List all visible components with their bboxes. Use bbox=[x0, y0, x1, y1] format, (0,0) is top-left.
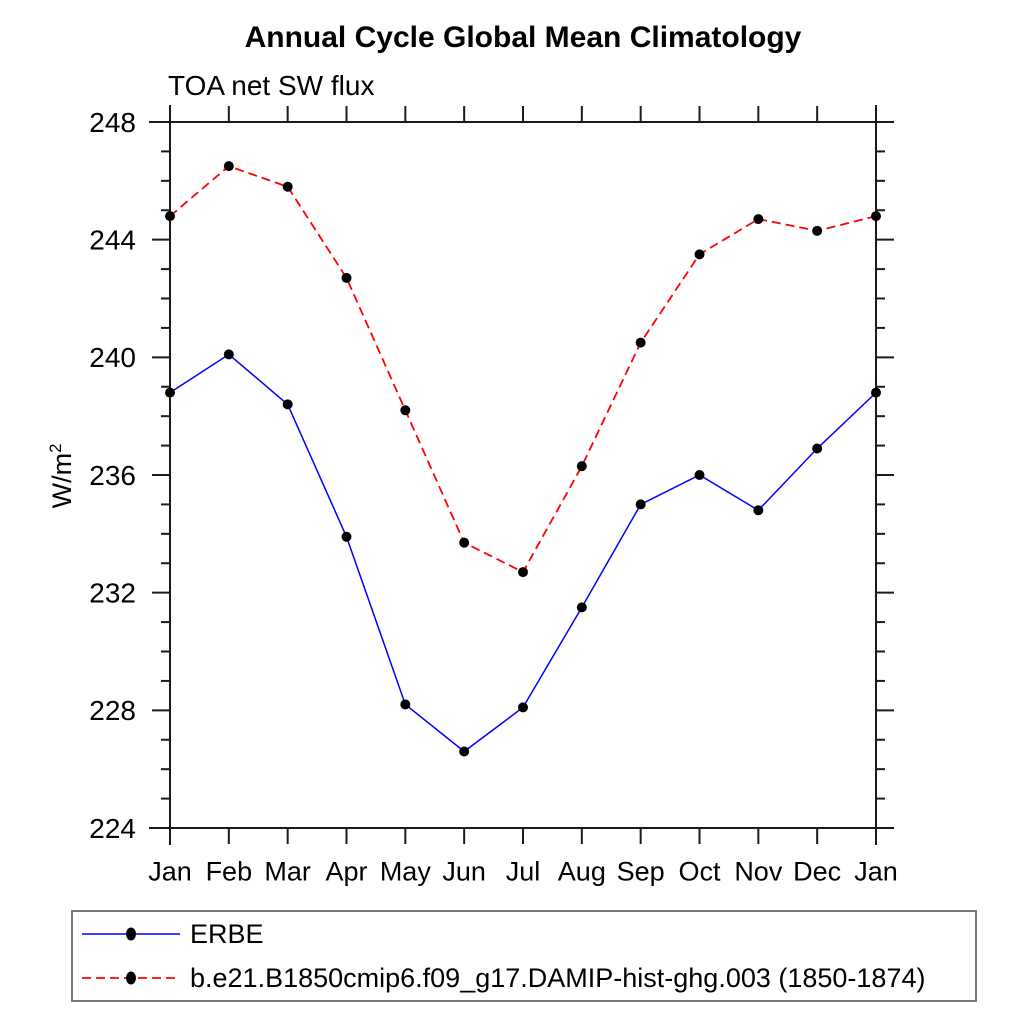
x-tick-label-2: Mar bbox=[264, 856, 311, 886]
model-marker-7 bbox=[576, 461, 587, 472]
y-tick-label-236: 236 bbox=[89, 460, 136, 491]
legend-box: ERBE b.e21.B1850cmip6.f09_g17.DAMIP-hist… bbox=[71, 910, 977, 1002]
y-tick-label-232: 232 bbox=[89, 577, 136, 608]
model-marker-11 bbox=[812, 225, 823, 236]
erbe-marker-10 bbox=[753, 505, 764, 516]
y-tick-label-228: 228 bbox=[89, 695, 136, 726]
erbe-series-line bbox=[169, 353, 877, 753]
model-marker-12 bbox=[871, 211, 881, 222]
y-tick-label-240: 240 bbox=[89, 342, 136, 373]
legend-entry-erbe: ERBE bbox=[73, 912, 975, 956]
model-marker-2 bbox=[282, 181, 293, 192]
y-tick-label-244: 244 bbox=[89, 224, 136, 255]
x-tick-label-4: May bbox=[380, 856, 432, 886]
erbe-marker-2 bbox=[282, 399, 293, 410]
legend-sample-erbe-line bbox=[82, 927, 180, 941]
x-tick-label-0: Jan bbox=[148, 856, 192, 886]
model-marker-1 bbox=[223, 161, 234, 172]
x-tick-label-7: Aug bbox=[558, 856, 606, 886]
erbe-marker-11 bbox=[812, 443, 823, 454]
x-tick-label-10: Nov bbox=[734, 856, 783, 886]
erbe-marker-5 bbox=[459, 746, 470, 757]
model-marker-6 bbox=[518, 567, 528, 578]
model-marker-9 bbox=[694, 249, 705, 260]
legend-label-erbe: ERBE bbox=[190, 918, 264, 949]
x-tick-label-6: Jul bbox=[506, 856, 541, 886]
model-marker-5 bbox=[459, 537, 470, 548]
model-marker-3 bbox=[341, 272, 352, 283]
model-marker-0 bbox=[165, 211, 175, 222]
erbe-marker-8 bbox=[635, 499, 646, 510]
x-tick-label-3: Apr bbox=[325, 856, 367, 886]
legend-label-model: b.e21.B1850cmip6.f09_g17.DAMIP-hist-ghg.… bbox=[190, 962, 926, 993]
x-tick-label-1: Feb bbox=[206, 856, 253, 886]
model-series-line bbox=[169, 165, 877, 574]
erbe-marker-7 bbox=[576, 602, 587, 613]
x-tick-label-5: Jun bbox=[442, 856, 486, 886]
erbe-marker-6 bbox=[518, 702, 528, 713]
x-tick-label-11: Dec bbox=[793, 856, 841, 886]
legend-sample-model-line bbox=[82, 971, 180, 985]
erbe-marker-9 bbox=[694, 470, 705, 480]
x-tick-label-8: Sep bbox=[617, 856, 665, 886]
erbe-marker-4 bbox=[400, 699, 411, 710]
erbe-marker-3 bbox=[341, 531, 352, 542]
model-marker-4 bbox=[400, 405, 411, 416]
erbe-marker-12 bbox=[871, 387, 881, 398]
y-tick-label-248: 248 bbox=[89, 107, 136, 138]
chart-subtitle: TOA net SW flux bbox=[168, 70, 375, 101]
legend-entry-model: b.e21.B1850cmip6.f09_g17.DAMIP-hist-ghg.… bbox=[73, 956, 975, 1000]
x-tick-label-12: Jan bbox=[854, 856, 898, 886]
erbe-marker-0 bbox=[165, 387, 175, 398]
erbe-marker-1 bbox=[223, 349, 234, 360]
x-tick-label-9: Oct bbox=[678, 856, 721, 886]
chart-title: Annual Cycle Global Mean Climatology bbox=[244, 21, 802, 54]
model-marker-8 bbox=[635, 337, 646, 348]
model-marker-10 bbox=[753, 214, 764, 225]
y-tick-label-224: 224 bbox=[89, 813, 136, 844]
